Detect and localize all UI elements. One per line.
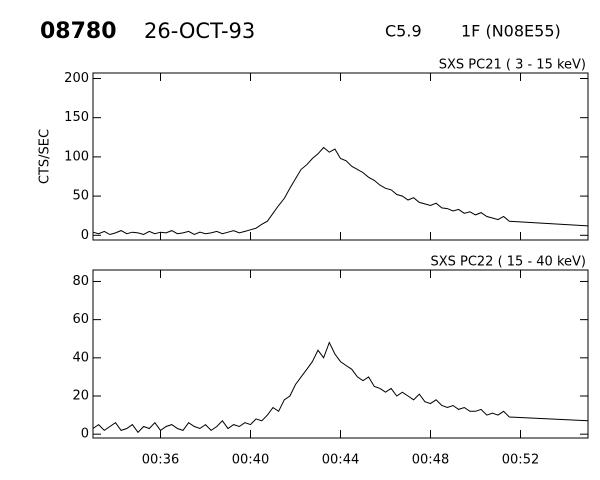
x-tick-label: 00:36 xyxy=(142,453,179,468)
y-tick-label: 150 xyxy=(64,110,89,125)
y-tick-label: 100 xyxy=(64,149,89,164)
x-tick-label: 00:40 xyxy=(232,453,269,468)
y-tick-label: 200 xyxy=(64,71,89,86)
event-number: 08780 xyxy=(40,19,117,44)
x-tick-label: 00:44 xyxy=(322,453,359,468)
y-axis-label: CTS/SEC xyxy=(38,129,53,184)
count-rate-trace xyxy=(92,341,589,434)
panel-subtitle: SXS PC22 ( 15 - 40 keV) xyxy=(430,255,586,270)
y-tick-label: 80 xyxy=(72,274,89,289)
y-tick-label: 0 xyxy=(81,228,89,243)
y-tick-label: 20 xyxy=(72,389,89,404)
y-tick-label: 60 xyxy=(72,312,89,327)
x-tick-label: 00:52 xyxy=(502,453,539,468)
panel-subtitle: SXS PC21 ( 3 - 15 keV) xyxy=(439,58,586,73)
y-tick-label: 40 xyxy=(72,350,89,365)
plot-frame xyxy=(92,72,589,241)
event-date: 26-OCT-93 xyxy=(144,19,255,43)
count-rate-trace xyxy=(92,146,589,236)
plot-frame xyxy=(92,269,589,439)
flare-class: C5.9 xyxy=(385,22,422,41)
x-tick-label: 00:48 xyxy=(412,453,449,468)
flare-location: 1F (N08E55) xyxy=(461,22,561,41)
y-tick-label: 0 xyxy=(81,427,89,442)
y-tick-label: 50 xyxy=(72,189,89,204)
